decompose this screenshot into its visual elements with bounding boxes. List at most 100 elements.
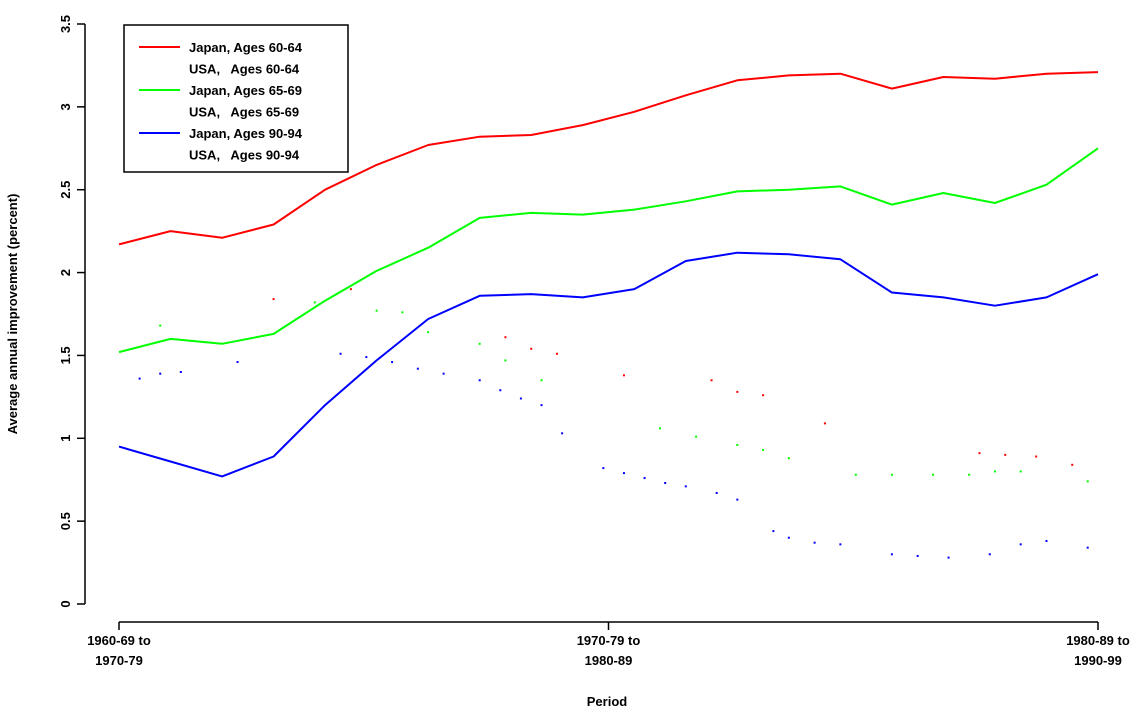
legend-label: USA, Ages 65-69	[189, 105, 299, 120]
data-point	[710, 379, 713, 382]
data-point	[988, 553, 991, 556]
data-point	[622, 472, 625, 475]
data-point	[272, 298, 275, 301]
legend-label: Japan, Ages 65-69	[189, 83, 302, 98]
x-axis-title: Period	[587, 694, 628, 709]
data-point	[555, 352, 558, 355]
data-point	[478, 379, 481, 382]
data-point	[416, 367, 419, 370]
data-point	[159, 324, 162, 327]
y-tick-label: 3	[58, 103, 73, 110]
data-point	[339, 352, 342, 355]
data-point	[401, 311, 404, 314]
x-tick-label: 1960-69 to	[87, 633, 151, 648]
data-point	[715, 491, 718, 494]
series-dots-5	[138, 352, 1089, 559]
x-tick-label: 1980-89 to	[1066, 633, 1130, 648]
data-point	[313, 301, 316, 304]
series-dots-3	[159, 301, 1089, 483]
y-tick-label: 1	[58, 435, 73, 442]
data-point	[968, 473, 971, 476]
y-axis: 0 0.5 1 1.5 2 2.5 3 3.5	[58, 15, 86, 608]
plot-lines	[118, 71, 1099, 559]
data-point	[504, 336, 507, 339]
data-point	[787, 457, 790, 460]
data-point	[540, 379, 543, 382]
data-point	[349, 288, 352, 291]
data-point	[159, 372, 162, 375]
data-point	[890, 553, 893, 556]
x-tick-label: 1970-79 to	[577, 633, 641, 648]
data-point	[932, 473, 935, 476]
legend-label: USA, Ages 60-64	[189, 62, 300, 77]
data-point	[375, 309, 378, 312]
data-point	[695, 435, 698, 438]
data-point	[1004, 453, 1007, 456]
data-point	[854, 473, 857, 476]
data-point	[1045, 540, 1048, 543]
x-tick-label: 1970-79	[95, 653, 143, 668]
data-point	[993, 470, 996, 473]
data-point	[442, 372, 445, 375]
data-point	[762, 448, 765, 451]
y-tick-label: 1.5	[58, 346, 73, 364]
data-point	[736, 498, 739, 501]
legend-label: Japan, Ages 90-94	[189, 126, 303, 141]
y-tick-label: 2	[58, 269, 73, 276]
data-point	[427, 331, 430, 334]
series-dots-1	[272, 288, 1074, 466]
data-point	[1086, 546, 1089, 549]
x-tick-label: 1990-99	[1074, 653, 1122, 668]
x-axis: 1960-69 to 1970-79 1970-79 to 1980-89 1980-8…	[87, 621, 1130, 668]
data-point	[947, 556, 950, 559]
data-point	[365, 356, 368, 359]
data-point	[1019, 470, 1022, 473]
data-point	[499, 389, 502, 392]
data-point	[1019, 543, 1022, 546]
data-point	[659, 427, 662, 430]
data-point	[1071, 463, 1074, 466]
data-point	[519, 397, 522, 400]
data-point	[823, 422, 826, 425]
data-point	[762, 394, 765, 397]
data-point	[813, 541, 816, 544]
data-point	[736, 390, 739, 393]
data-point	[138, 377, 141, 380]
data-point	[736, 443, 739, 446]
data-point	[391, 361, 394, 364]
y-tick-label: 0	[58, 600, 73, 607]
data-point	[978, 452, 981, 455]
x-tick-label: 1980-89	[585, 653, 633, 668]
series-line-4	[118, 251, 1099, 478]
data-point	[1086, 480, 1089, 483]
data-point	[622, 374, 625, 377]
legend-label: USA, Ages 90-94	[189, 148, 300, 163]
data-point	[478, 342, 481, 345]
data-point	[684, 485, 687, 488]
data-point	[787, 536, 790, 539]
data-point	[179, 371, 182, 373]
y-tick-label: 0.5	[58, 512, 73, 530]
data-point	[772, 530, 775, 533]
y-tick-label: 3.5	[58, 15, 73, 33]
data-point	[839, 543, 842, 546]
legend: Japan, Ages 60-64 USA, Ages 60-64 Japan, A…	[123, 24, 349, 173]
data-point	[530, 347, 533, 350]
data-point	[664, 482, 667, 485]
series-line-2	[118, 147, 1099, 354]
data-point	[1035, 455, 1038, 458]
data-point	[602, 467, 605, 470]
data-point	[561, 432, 564, 435]
y-axis-title: Average annual improvement (percent)	[5, 194, 20, 435]
y-tick-label: 2.5	[58, 181, 73, 199]
data-point	[540, 404, 543, 407]
legend-box	[123, 24, 349, 173]
series-line-0	[118, 71, 1099, 246]
legend-label: Japan, Ages 60-64	[189, 40, 303, 55]
data-point	[236, 361, 239, 364]
data-point	[504, 359, 507, 362]
data-point	[890, 473, 893, 476]
data-point	[916, 554, 919, 557]
data-point	[643, 477, 646, 480]
